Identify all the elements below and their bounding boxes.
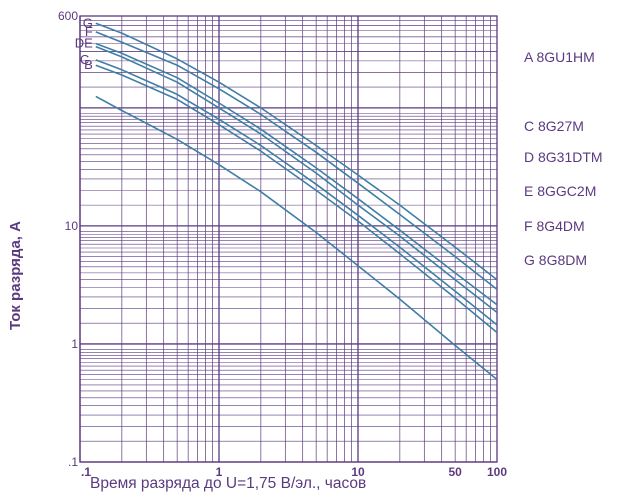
y-axis-label: Ток разряда, А [7, 221, 24, 330]
series-lines [95, 22, 498, 381]
x-tick-label: .1 [81, 465, 91, 479]
x-tick-label: 50 [448, 465, 462, 479]
legend-item-f: F 8G4DM [524, 218, 585, 234]
curve-label-b: B [84, 57, 93, 72]
curve-label-e: DE [75, 36, 93, 51]
legend-item-d: D 8G31DTM [524, 149, 603, 165]
series-line-a [95, 95, 498, 381]
legend-item-c: C 8G27M [524, 118, 584, 134]
series-line-d [95, 45, 498, 314]
legend-item-e: E 8GGC2M [524, 183, 597, 199]
x-tick-labels: .1 1 10 50 100 [81, 465, 507, 479]
y-tick-label: 600 [58, 9, 78, 23]
series-line-e [95, 42, 498, 306]
chart-grid [79, 15, 497, 463]
x-tick-label: 100 [487, 465, 507, 479]
x-tick-label: 10 [351, 465, 365, 479]
series-line-b [95, 64, 498, 334]
legend-item-g: G 8G8DM [524, 252, 588, 268]
legend-item-a: A 8GU1HM [524, 49, 595, 65]
y-tick-labels: .1 1 10 600 [58, 9, 78, 469]
x-axis-label: Время разряда до U=1,75 В/эл., часов [90, 475, 367, 492]
series-line-g [95, 22, 498, 281]
legend: A 8GU1HM C 8G27M D 8G31DTM E 8GGC2M F 8G… [524, 0, 636, 300]
y-tick-label: 10 [65, 219, 79, 233]
series-line-c [95, 59, 498, 326]
curve-label-c: C. [80, 52, 93, 67]
series-line-f [95, 31, 498, 291]
y-tick-label: 1 [71, 337, 78, 351]
curve-label-f: F [85, 24, 93, 39]
plot-frame [79, 15, 498, 463]
curve-label-g: G [83, 15, 93, 30]
y-tick-label: .1 [68, 455, 78, 469]
x-tick-label: 1 [216, 465, 223, 479]
